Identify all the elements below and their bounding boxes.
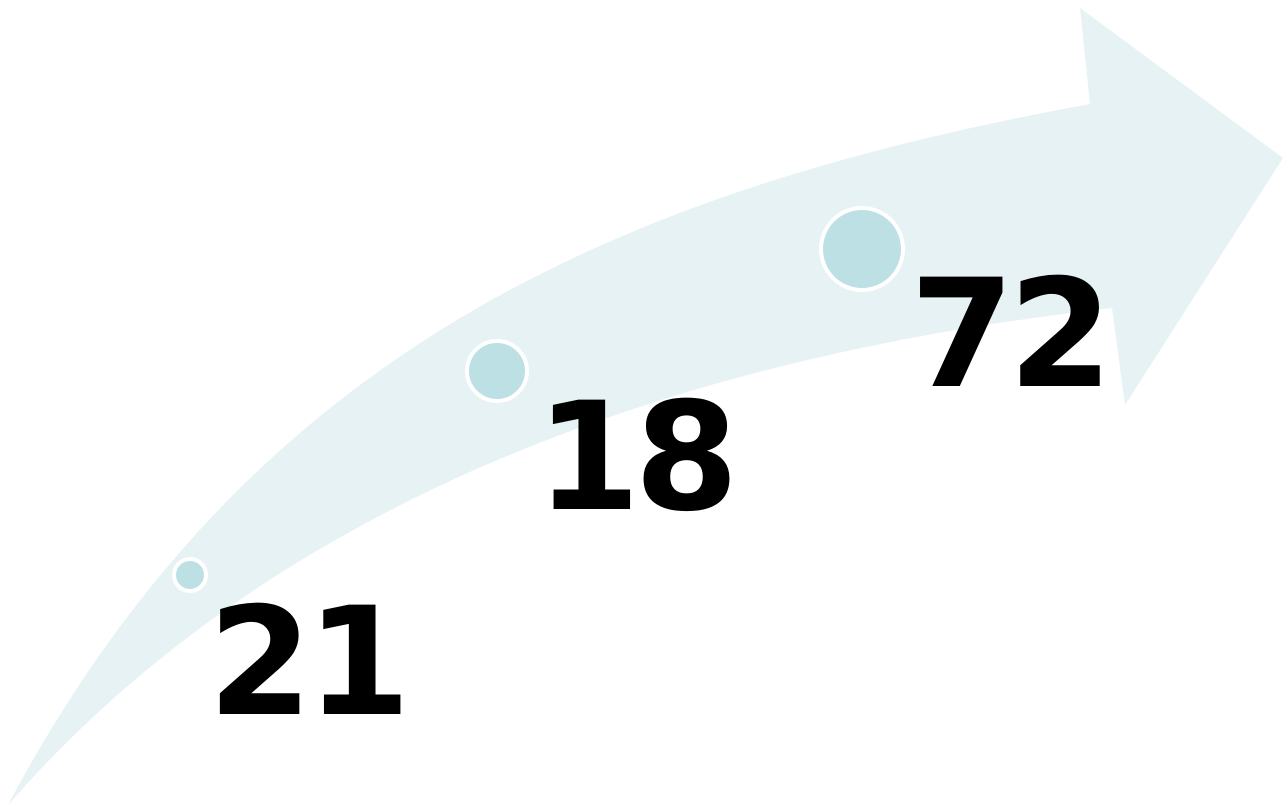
milestone-1: 21 — [172, 557, 411, 750]
milestone-3: 72 — [819, 206, 1113, 422]
milestone-3-value: 72 — [910, 248, 1107, 422]
curved-arrow-shape — [8, 8, 1283, 805]
milestone-3-dot — [819, 206, 905, 292]
milestone-2-value: 18 — [536, 371, 733, 545]
milestone-1-dot — [172, 557, 208, 593]
milestone-2-dot — [465, 339, 529, 403]
milestone-1-value: 21 — [208, 576, 405, 750]
milestone-2: 18 — [465, 339, 739, 545]
